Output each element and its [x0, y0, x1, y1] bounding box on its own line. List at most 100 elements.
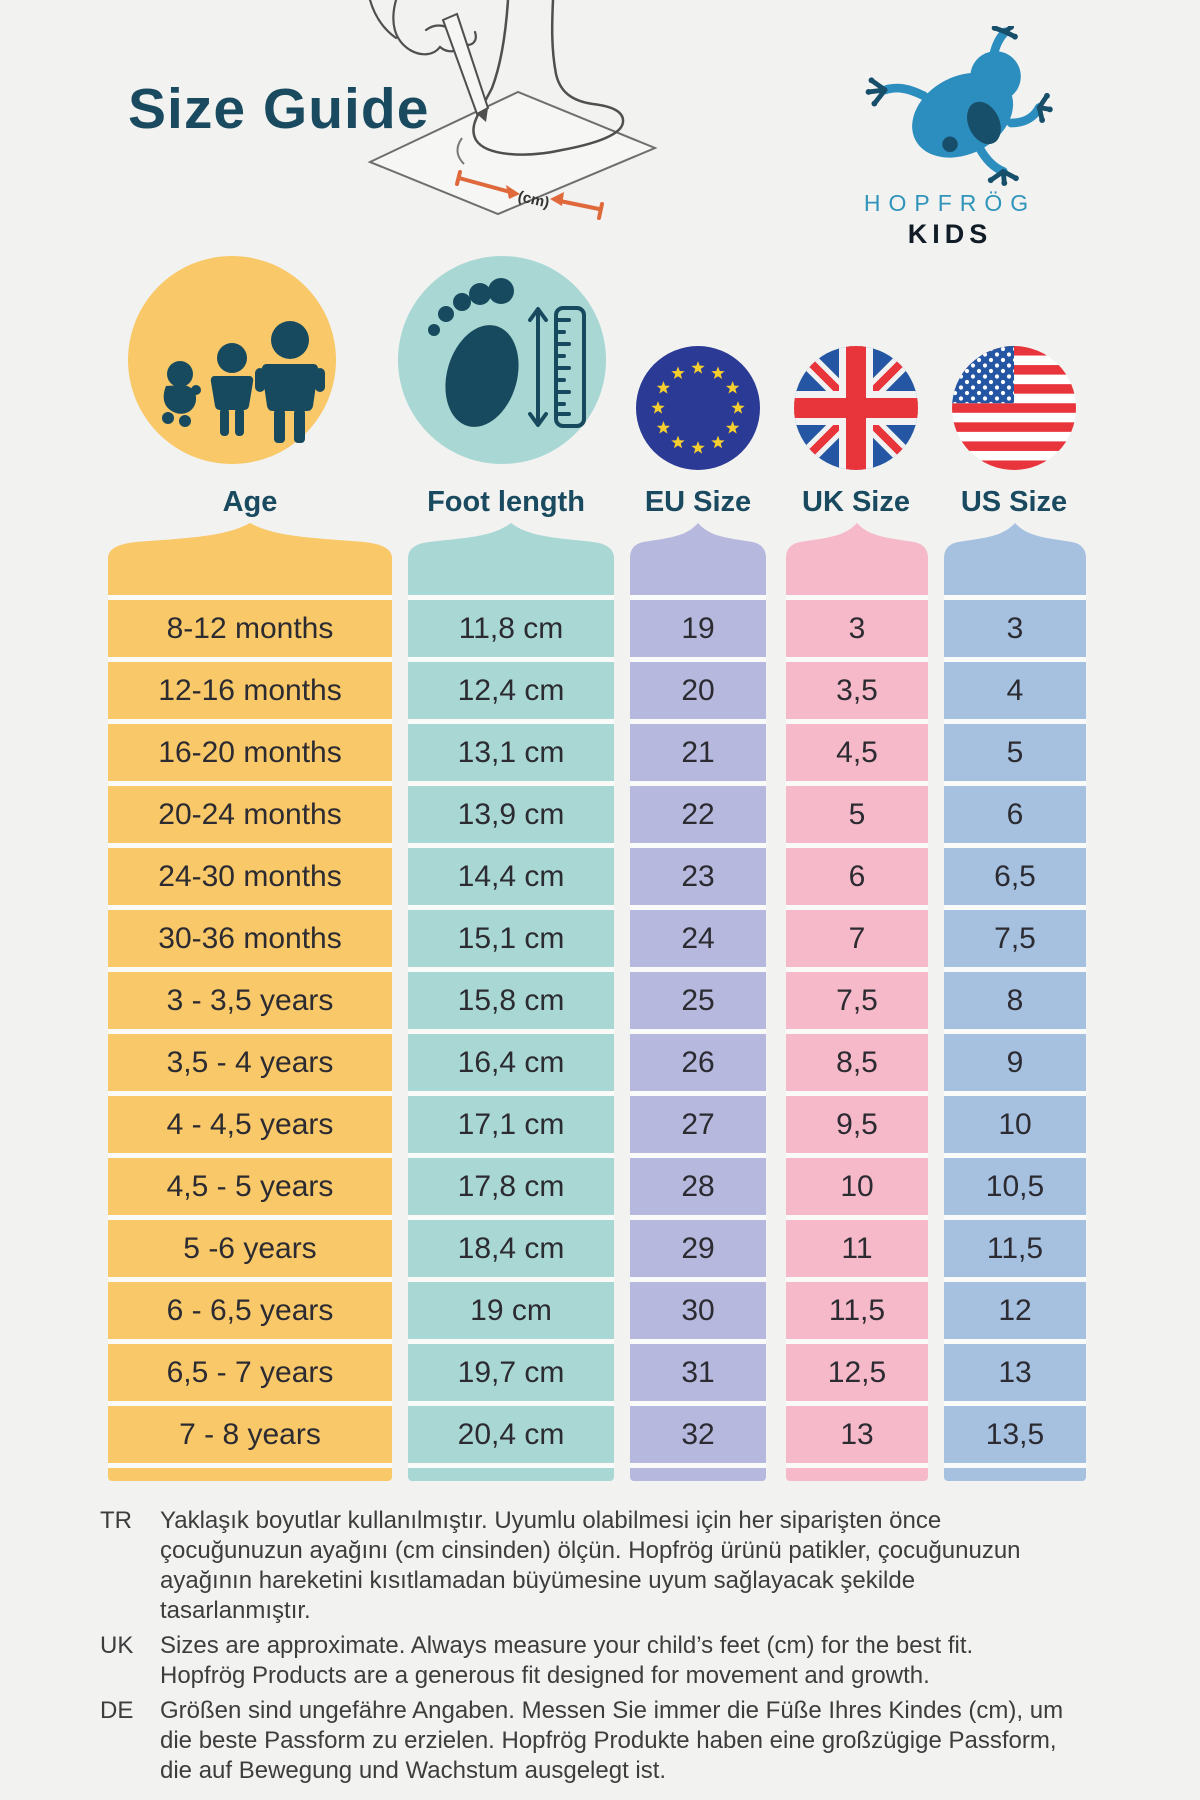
footnote-uk: UK Sizes are approximate. Always measure… [100, 1631, 1090, 1691]
table-cell-eu: 28 [630, 1158, 766, 1220]
table-cell-age: 4,5 - 5 years [108, 1158, 392, 1220]
column-header-arch [786, 523, 928, 600]
table-cell-eu: 32 [630, 1406, 766, 1468]
table-cell-uk: 7 [786, 910, 928, 972]
footnotes: TR Yaklaşık boyutlar kullanılmıştır. Uyu… [100, 1506, 1090, 1791]
table-cell-age: 4 - 4,5 years [108, 1096, 392, 1158]
table-cell-age: 8-12 months [108, 600, 392, 662]
table-column-us: 3 4 5 6 6,5 7,5 8 9 10 10,5 11,5 12 13 13,5 [944, 523, 1086, 1481]
column-label-us: US Size [960, 486, 1068, 518]
table-cell-us: 13 [944, 1344, 1086, 1406]
column-bottom-strip [630, 1468, 766, 1481]
footnote-code: DE [100, 1697, 134, 1724]
table-cell-foot: 17,1 cm [408, 1096, 614, 1158]
footnote-code: UK [100, 1632, 134, 1659]
column-header-arch [630, 523, 766, 600]
table-cell-uk: 6 [786, 848, 928, 910]
table-cell-uk: 10 [786, 1158, 928, 1220]
table-cell-foot: 15,1 cm [408, 910, 614, 972]
footnote-tr: TR Yaklaşık boyutlar kullanılmıştır. Uyu… [100, 1506, 1090, 1626]
column-label-eu: EU Size [644, 486, 752, 518]
table-cell-uk: 11,5 [786, 1282, 928, 1344]
table-cell-age: 6,5 - 7 years [108, 1344, 392, 1406]
family-icon [162, 321, 325, 443]
column-bottom-strip [786, 1468, 928, 1481]
paper-sheet [367, 90, 658, 216]
table-cell-age: 24-30 months [108, 848, 392, 910]
brand-name: HOPFRÖG [863, 190, 1037, 216]
table-cell-eu: 29 [630, 1220, 766, 1282]
footnote-text: Größen sind ungefähre Angaben. Messen Si… [160, 1697, 1064, 1784]
table-cell-us: 7,5 [944, 910, 1086, 972]
table-cell-foot: 13,1 cm [408, 724, 614, 786]
pencil-icon [441, 12, 490, 116]
table-cell-eu: 21 [630, 724, 766, 786]
table-cell-eu: 19 [630, 600, 766, 662]
brand-sub: KIDS [907, 219, 993, 249]
frog-icon [865, 26, 1053, 186]
column-header-arch [108, 523, 392, 600]
table-cell-eu: 26 [630, 1034, 766, 1096]
table-cell-age: 7 - 8 years [108, 1406, 392, 1468]
brand-logo: HOPFRÖG KIDS [840, 26, 1060, 250]
table-cell-us: 3 [944, 600, 1086, 662]
table-cell-age: 3 - 3,5 years [108, 972, 392, 1034]
table-cell-us: 5 [944, 724, 1086, 786]
table-cell-foot: 18,4 cm [408, 1220, 614, 1282]
uk-flag-icon [794, 346, 918, 470]
table-cell-us: 8 [944, 972, 1086, 1034]
table-cell-eu: 31 [630, 1344, 766, 1406]
table-cell-eu: 27 [630, 1096, 766, 1158]
column-bottom-strip [944, 1468, 1086, 1481]
footnote-de: DE Größen sind ungefähre Angaben. Messen… [100, 1696, 1090, 1786]
age-icon-circle [128, 256, 336, 464]
table-cell-uk: 11 [786, 1220, 928, 1282]
table-cell-age: 3,5 - 4 years [108, 1034, 392, 1096]
table-cell-foot: 19 cm [408, 1282, 614, 1344]
table-cell-uk: 8,5 [786, 1034, 928, 1096]
table-cell-age: 20-24 months [108, 786, 392, 848]
table-cell-us: 10,5 [944, 1158, 1086, 1220]
page-title: Size Guide [128, 77, 430, 141]
table-cell-us: 12 [944, 1282, 1086, 1344]
eu-flag-icon [636, 346, 760, 470]
column-bottom-strip [108, 1468, 392, 1481]
table-cell-age: 16-20 months [108, 724, 392, 786]
footnote-code: TR [100, 1507, 132, 1534]
table-cell-uk: 5 [786, 786, 928, 848]
table-cell-us: 10 [944, 1096, 1086, 1158]
table-column-uk: 3 3,5 4,5 5 6 7 7,5 8,5 9,5 10 11 11,5 12,5 13 [786, 523, 928, 1481]
table-cell-us: 13,5 [944, 1406, 1086, 1468]
table-cell-eu: 23 [630, 848, 766, 910]
table-cell-us: 11,5 [944, 1220, 1086, 1282]
cm-label: (cm) [516, 188, 551, 212]
table-cell-age: 12-16 months [108, 662, 392, 724]
table-cell-uk: 3 [786, 600, 928, 662]
table-cell-uk: 7,5 [786, 972, 928, 1034]
table-cell-uk: 4,5 [786, 724, 928, 786]
footprint-ruler-icon [428, 278, 586, 428]
footlength-icon-circle [398, 256, 606, 464]
table-cell-foot: 15,8 cm [408, 972, 614, 1034]
table-column-foot: 11,8 cm 12,4 cm 13,1 cm 13,9 cm 14,4 cm 15,1 … [408, 523, 614, 1481]
table-cell-uk: 9,5 [786, 1096, 928, 1158]
table-cell-foot: 20,4 cm [408, 1406, 614, 1468]
table-column-age: 8-12 months 12-16 months 16-20 months 20-24… [108, 523, 392, 1481]
column-label-age: Age [222, 486, 278, 518]
table-cell-foot: 17,8 cm [408, 1158, 614, 1220]
foot-outline [472, 0, 625, 156]
table-cell-age: 5 -6 years [108, 1220, 392, 1282]
table-cell-eu: 30 [630, 1282, 766, 1344]
foot-measurement-illustration: (cm) [367, 0, 658, 220]
table-cell-eu: 22 [630, 786, 766, 848]
table-cell-foot: 19,7 cm [408, 1344, 614, 1406]
column-header-arch [944, 523, 1086, 600]
table-cell-eu: 24 [630, 910, 766, 972]
table-cell-foot: 16,4 cm [408, 1034, 614, 1096]
us-flag-icon [952, 346, 1076, 470]
table-cell-foot: 13,9 cm [408, 786, 614, 848]
pencil-trace [456, 137, 465, 165]
table-cell-age: 30-36 months [108, 910, 392, 972]
table-column-eu: 19 20 21 22 23 24 25 26 27 28 29 30 31 32 [630, 523, 766, 1481]
